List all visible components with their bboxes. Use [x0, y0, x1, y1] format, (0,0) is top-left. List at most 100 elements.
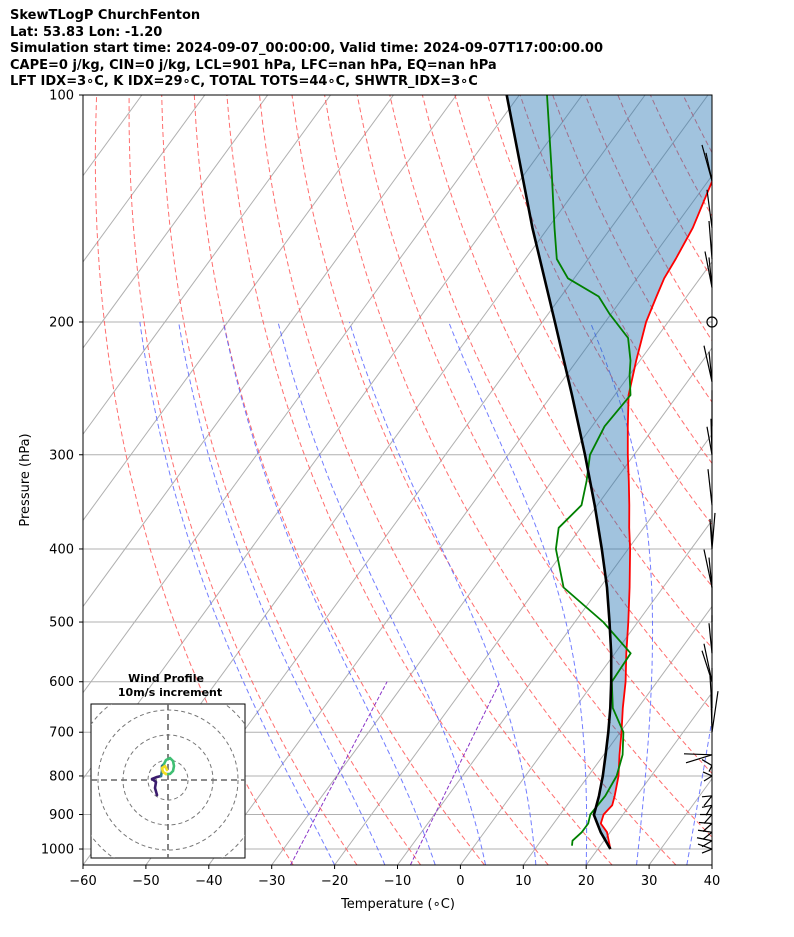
x-tick-label: 20: [578, 874, 595, 889]
y-tick-label: 600: [49, 675, 74, 690]
mixing-ratio-line: [290, 681, 388, 865]
isotherm-line: [0, 95, 79, 865]
dewpoint-profile-line: [546, 95, 632, 846]
isotherm-line: [522, 605, 712, 865]
calm-wind-marker: [706, 316, 718, 328]
dry-adiabat: [454, 95, 712, 588]
wind-barb: [706, 189, 713, 228]
wind-barb: [704, 251, 713, 288]
y-tick-label: 900: [49, 808, 74, 823]
moist-adiabat: [686, 717, 712, 865]
isotherm-line: [711, 864, 712, 865]
isotherm-line: [459, 519, 712, 865]
wind-barb: [697, 843, 713, 854]
wind-barb: [701, 759, 713, 772]
wind-barb: [707, 469, 713, 506]
y-tick-label: 100: [49, 89, 74, 104]
isotherm-line: [775, 95, 794, 865]
moist-adiabat: [448, 321, 588, 865]
x-tick-label: 40: [704, 874, 721, 889]
moist-adiabat: [349, 321, 537, 865]
dry-adiabat: [716, 95, 794, 865]
isotherm-line: [397, 433, 712, 865]
dry-adiabat: [389, 95, 712, 712]
hodograph-title: Wind Profile: [128, 672, 204, 685]
wind-barb: [701, 795, 713, 807]
temperature-profile-line: [599, 179, 712, 850]
isotherm-line: [271, 261, 712, 865]
isotherm-line: [83, 95, 206, 263]
moist-adiabat: [589, 321, 654, 865]
hodograph: [90, 703, 246, 859]
parcel-profile-line: [505, 95, 613, 850]
y-tick-label: 800: [49, 769, 74, 784]
axis-ticks: −60 −50 −40 −30 −20 −10 0 10 20 30 40 100 200 300 400 5…: [41, 89, 720, 890]
wind-barb: [697, 829, 713, 840]
indices-line-2: LFT IDX=3∘C, K IDX=29∘C, TOTAL TOTS=44∘C…: [10, 74, 478, 89]
x-tick-label: 10: [515, 874, 532, 889]
wind-barb: [709, 667, 713, 708]
location-line: Lat: 53.83 Lon: -1.20: [10, 24, 163, 40]
isotherm-line: [83, 95, 520, 694]
x-tick-label: −50: [132, 874, 159, 889]
dry-adiabat: [259, 95, 613, 865]
indices-line-1: CAPE=0 j/kg, CIN=0 j/kg, LCL=901 hPa, LF…: [10, 57, 497, 73]
wind-barb: [706, 418, 713, 455]
wind-barb: [703, 549, 713, 588]
y-tick-label: 500: [49, 616, 74, 631]
wind-barb: [709, 512, 716, 550]
dry-adiabat: [128, 95, 358, 865]
hodograph-trace: [160, 764, 169, 776]
dry-adiabat: [226, 95, 549, 865]
time-line: Simulation start time: 2024-09-07_00:00:…: [10, 41, 603, 56]
isotherm-line: [585, 691, 712, 865]
mixing-ratio-line: [409, 681, 501, 865]
wind-barb: [698, 821, 713, 832]
isotherm-line: [83, 95, 394, 522]
cin-area: [506, 95, 712, 849]
wind-barbs: [683, 144, 719, 854]
chart-header: SkewTLogP ChurchFenton Lat: 53.83 Lon: -…: [10, 8, 603, 91]
hodograph-trace: [162, 756, 176, 776]
wind-barb: [708, 220, 713, 260]
wind-barb: [683, 753, 713, 764]
wind-barb: [703, 345, 713, 382]
isotherm-line: [334, 347, 712, 865]
x-tick-label: −40: [195, 874, 222, 889]
wind-barb: [696, 837, 713, 848]
x-tick-label: −10: [384, 874, 411, 889]
isotherm-line: [0, 95, 16, 865]
x-tick-label: 30: [641, 874, 658, 889]
y-tick-label: 400: [49, 542, 74, 557]
chart-series: [505, 95, 712, 850]
wind-barb: [701, 643, 713, 682]
isotherm-line: [83, 95, 332, 436]
moist-adiabat: [737, 322, 794, 865]
dry-adiabat: [161, 95, 422, 865]
x-tick-label: −60: [69, 874, 96, 889]
moist-adiabat: [178, 321, 386, 865]
y-tick-label: 300: [49, 448, 74, 463]
y-tick-label: 1000: [41, 843, 74, 858]
dry-adiabat: [193, 95, 485, 865]
x-tick-label: 0: [456, 874, 464, 889]
moist-adiabat: [277, 321, 487, 865]
dry-adiabat: [324, 95, 712, 838]
wind-barb: [702, 771, 713, 782]
isotherm-line: [83, 95, 457, 608]
cape-shading: [506, 95, 712, 849]
wind-barb: [701, 144, 713, 182]
dry-adiabat: [421, 95, 712, 649]
moist-adiabat: [139, 321, 336, 865]
isotherm-line: [208, 174, 712, 865]
x-axis-label: Temperature (∘C): [340, 897, 455, 912]
y-axis-label: Pressure (hPa): [18, 433, 33, 526]
dry-adiabat: [291, 95, 677, 865]
isotherm-line: [83, 95, 269, 349]
moist-adiabat: [222, 321, 436, 865]
dry-adiabat: [781, 95, 794, 865]
y-tick-label: 200: [49, 315, 74, 330]
station-title: SkewTLogP ChurchFenton: [10, 8, 201, 23]
x-tick-label: −20: [321, 874, 348, 889]
